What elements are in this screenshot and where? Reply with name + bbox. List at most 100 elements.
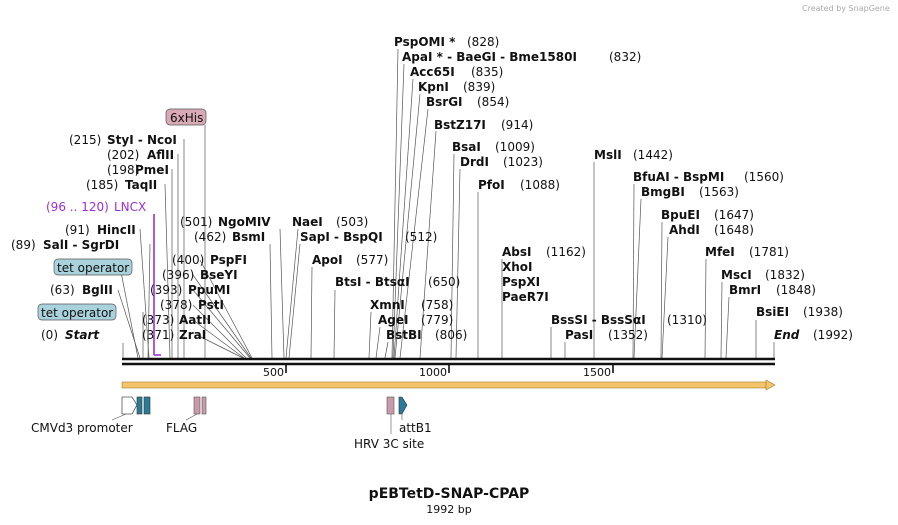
- enzyme-name[interactable]: AbsI: [502, 245, 531, 259]
- enzyme-pos: (1009): [495, 140, 535, 154]
- label-cmvd3-promoter: CMVd3 promoter: [31, 421, 133, 435]
- enzyme-name[interactable]: PasI: [565, 328, 593, 342]
- enzyme-name[interactable]: Acc65I: [410, 65, 455, 79]
- enzyme-name[interactable]: PfoI: [478, 178, 505, 192]
- feature-tet-operator-blocks[interactable]: [136, 396, 151, 415]
- enzyme-pos: (1781): [749, 245, 789, 259]
- enzyme-name[interactable]: ApoI: [312, 253, 343, 267]
- enzyme-pos: (1310): [667, 313, 707, 327]
- enzyme-name[interactable]: BsaI: [452, 140, 481, 154]
- feature-cmvd3-promoter[interactable]: [111, 396, 138, 421]
- enzyme-pos: (779): [421, 313, 453, 327]
- enzyme-name[interactable]: BglII: [82, 283, 113, 297]
- enzyme-pos: (1832): [765, 268, 805, 282]
- enzyme-name[interactable]: AatII: [179, 313, 211, 327]
- enzyme-name[interactable]: DrdI: [460, 155, 489, 169]
- enzyme-name[interactable]: MfeI: [705, 245, 735, 259]
- feature-box-6xhis[interactable]: 6xHis: [165, 108, 207, 126]
- enzyme-pos: (371): [142, 328, 174, 342]
- enzyme-pos: (91): [65, 223, 90, 237]
- ruler-label-1500: 1500: [583, 366, 611, 379]
- plasmid-title: pEBTetD-SNAP-CPAP: [369, 486, 530, 502]
- enzyme-pos: (577): [356, 253, 388, 267]
- label-hrv-3c-site: HRV 3C site: [354, 437, 424, 451]
- enzyme-name[interactable]: AhdI: [669, 223, 700, 237]
- feature-box-tet-operator-1[interactable]: tet operator: [53, 258, 133, 276]
- label-6xhis: 6xHis: [170, 111, 203, 125]
- start-position: (0): [41, 328, 58, 342]
- enzyme-pos: (396): [162, 268, 194, 282]
- enzyme-pos: (393): [150, 283, 182, 297]
- enzyme-name[interactable]: StyI - NcoI: [107, 133, 177, 147]
- enzyme-name[interactable]: XmnI: [370, 298, 405, 312]
- feature-hrv-3c-site[interactable]: [386, 396, 395, 434]
- orf-arrow[interactable]: [121, 379, 776, 391]
- feature-box-tet-operator-2[interactable]: tet operator: [37, 303, 117, 321]
- label-tet-operator-1: tet operator: [57, 261, 129, 275]
- enzyme-pos: (462): [194, 230, 226, 244]
- enzyme-name[interactable]: NgoMIV: [218, 215, 271, 229]
- enzyme-pos: (914): [501, 118, 533, 132]
- enzyme-name[interactable]: SalI - SgrDI: [43, 238, 119, 252]
- enzyme-name[interactable]: BmrI: [729, 283, 761, 297]
- enzyme-pos: (839): [463, 80, 495, 94]
- end-position: (1992): [813, 328, 853, 342]
- enzyme-name[interactable]: SapI - BspQI: [300, 230, 383, 244]
- enzyme-pos: (198): [107, 163, 139, 177]
- enzyme-name[interactable]: PmeI: [135, 163, 169, 177]
- enzyme-name[interactable]: BstZ17I: [434, 118, 486, 132]
- enzyme-name[interactable]: PaeR7I: [502, 290, 549, 304]
- enzyme-name[interactable]: BpuEI: [661, 208, 700, 222]
- enzyme-pos: (1563): [699, 185, 739, 199]
- enzyme-name[interactable]: BsiEI: [756, 305, 789, 319]
- start-label: Start: [65, 328, 100, 342]
- enzyme-pos: (854): [477, 95, 509, 109]
- enzyme-pos: (1088): [520, 178, 560, 192]
- enzyme-name[interactable]: PspXI: [502, 275, 540, 289]
- watermark-text: Created by SnapGene: [802, 4, 890, 13]
- enzyme-name[interactable]: MscI: [721, 268, 752, 282]
- enzyme-name[interactable]: BtsI - BtsαI: [335, 275, 410, 289]
- enzyme-pos: (378): [160, 298, 192, 312]
- enzyme-name[interactable]: BstBI: [386, 328, 422, 342]
- enzyme-name[interactable]: ApaI * - BaeGI - Bme1580I: [402, 50, 577, 64]
- enzyme-pos: (650): [428, 275, 460, 289]
- enzyme-name[interactable]: ZraI: [179, 328, 206, 342]
- lncx-range: (96 .. 120): [46, 200, 109, 214]
- label-attb1: attB1: [399, 421, 432, 435]
- enzyme-name[interactable]: BsmI: [232, 230, 265, 244]
- enzyme-pos: (373): [142, 313, 174, 327]
- enzyme-pos: (758): [421, 298, 453, 312]
- enzyme-pos: (1442): [633, 148, 673, 162]
- enzyme-name[interactable]: MslI: [594, 148, 622, 162]
- enzyme-name[interactable]: AflII: [147, 148, 174, 162]
- enzyme-name[interactable]: PpuMI: [188, 283, 230, 297]
- feature-attb1[interactable]: [398, 396, 408, 420]
- enzyme-name[interactable]: BmgBI: [641, 185, 685, 199]
- enzyme-name[interactable]: TaqII: [125, 178, 157, 192]
- enzyme-name[interactable]: PspFI: [210, 253, 247, 267]
- enzyme-pos: (503): [336, 215, 368, 229]
- enzyme-name[interactable]: AgeI: [378, 313, 408, 327]
- enzyme-pos: (828): [467, 35, 499, 49]
- enzyme-name[interactable]: KpnI: [418, 80, 449, 94]
- lncx-label: LNCX: [114, 200, 146, 214]
- enzyme-name[interactable]: BfuAI - BspMI: [633, 170, 724, 184]
- end-label: End: [774, 328, 800, 342]
- enzyme-name[interactable]: BssSI - BssSαI: [551, 313, 646, 327]
- enzyme-name[interactable]: BsrGI: [426, 95, 463, 109]
- enzyme-name[interactable]: NaeI: [292, 215, 323, 229]
- enzyme-pos: (215): [69, 133, 101, 147]
- enzyme-name[interactable]: HincII: [97, 223, 136, 237]
- ruler: 500 1000 1500: [263, 364, 614, 379]
- enzyme-name[interactable]: BseYI: [200, 268, 238, 282]
- enzyme-name[interactable]: PspOMI *: [394, 35, 456, 49]
- enzyme-name[interactable]: XhoI: [502, 260, 533, 274]
- enzyme-pos: (1938): [803, 305, 843, 319]
- feature-flag[interactable]: [185, 396, 207, 421]
- enzyme-pos: (400): [172, 253, 204, 267]
- enzyme-pos: (512): [405, 230, 437, 244]
- enzyme-pos: (1352): [608, 328, 648, 342]
- enzyme-name[interactable]: PstI: [198, 298, 224, 312]
